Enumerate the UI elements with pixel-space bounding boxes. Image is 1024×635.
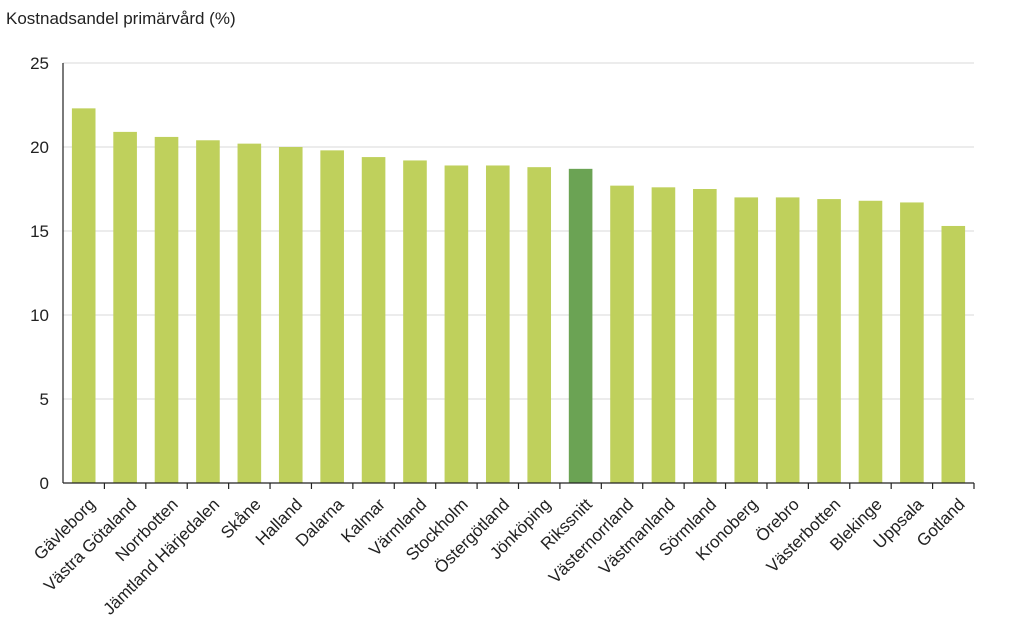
bar-västmanland	[651, 187, 676, 483]
bar-rikssnitt	[568, 168, 593, 483]
axes	[62, 63, 975, 489]
y-tick-label: 15	[30, 222, 49, 241]
bar-blekinge	[858, 200, 883, 483]
bar-västernorrland	[610, 185, 634, 483]
bar-dalarna	[320, 150, 344, 484]
bar-kalmar	[361, 157, 386, 483]
y-axis-title: Kostnadsandel primärvård (%)	[6, 9, 236, 28]
y-tick-label: 25	[30, 54, 49, 73]
y-tick-labels: 0 5 10 15 20 25	[30, 54, 49, 493]
bar-östergötland	[485, 165, 510, 484]
bar-norrbotten	[154, 136, 179, 484]
y-tick-label: 10	[30, 306, 49, 325]
bar-västerbotten	[817, 199, 841, 483]
bar-skåne	[237, 143, 262, 483]
bar-stockholm	[444, 165, 469, 484]
bar-jönköping	[527, 167, 552, 483]
bars	[71, 108, 966, 484]
bar-värmland	[403, 160, 427, 483]
bar-kronoberg	[734, 197, 759, 483]
bar-västra-götaland	[113, 131, 137, 483]
bar-uppsala	[900, 202, 924, 483]
bar-örebro	[775, 197, 800, 483]
y-tick-label: 20	[30, 138, 49, 157]
bar-gävleborg	[71, 108, 96, 484]
bar-gotland	[941, 225, 966, 483]
bar-sörmland	[693, 189, 717, 483]
y-tick-label: 0	[40, 474, 49, 493]
y-tick-label: 5	[40, 390, 49, 409]
bar-halland	[278, 147, 303, 483]
bar-jämtland-härjedalen	[196, 140, 220, 483]
